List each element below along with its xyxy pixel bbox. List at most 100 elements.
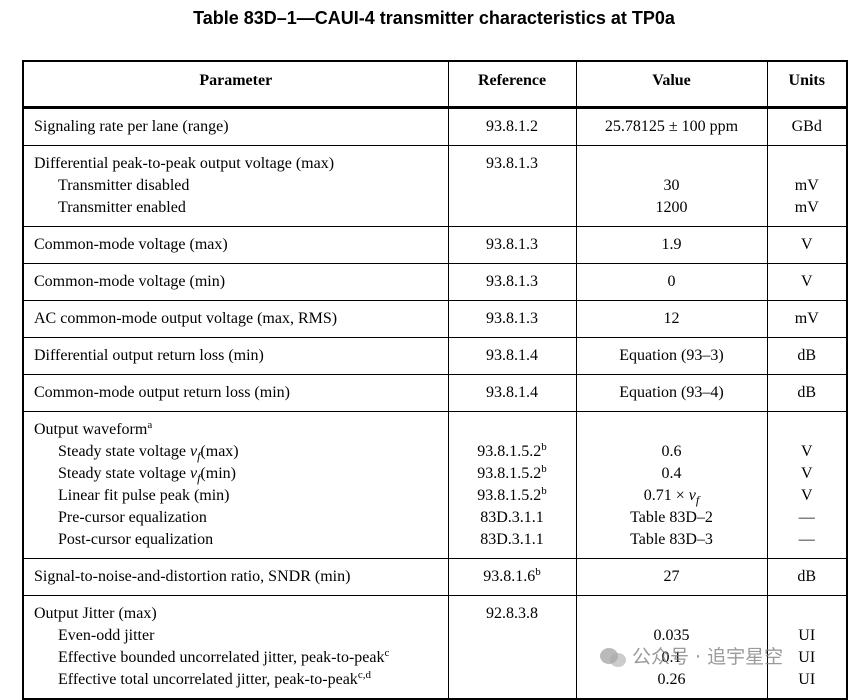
reference-cell: 93.8.1.4 xyxy=(447,337,577,375)
text: (min) xyxy=(200,465,236,482)
variable: v xyxy=(189,443,198,460)
value-line: 0 xyxy=(667,273,676,290)
units-line xyxy=(778,603,837,625)
units-line: dB xyxy=(797,384,817,401)
units-line: V xyxy=(800,465,813,482)
units-line: V xyxy=(800,236,813,253)
text: 93.8.1.5.2 xyxy=(477,487,542,504)
reference-line: 93.8.1.4 xyxy=(486,347,538,364)
reference-line xyxy=(459,419,566,441)
units-cell: V V V — — xyxy=(766,411,848,559)
table-row: Differential output return loss (min) 93.… xyxy=(22,337,848,375)
value-line: 0.035 xyxy=(653,627,690,644)
value-line: 12 xyxy=(663,310,680,327)
parameter-line: AC common-mode output voltage (max, RMS) xyxy=(34,310,338,327)
text: Effective total uncorrelated jitter, pea… xyxy=(58,671,358,688)
parameter-line: Transmitter enabled xyxy=(58,199,186,216)
text: 0.71 × xyxy=(643,487,689,504)
text: 93.8.1.6 xyxy=(483,568,536,585)
header-row: Parameter Reference Value Units xyxy=(22,60,848,109)
units-line: V xyxy=(800,443,813,460)
value-line: 30 xyxy=(663,177,680,194)
parameter-line: Effective bounded uncorrelated jitter, p… xyxy=(34,647,438,669)
parameter-cell: Output waveforma Steady state voltage vf(… xyxy=(22,411,449,559)
reference-line: 93.8.1.5.2b xyxy=(459,463,566,485)
value-cell: 27 xyxy=(575,558,768,596)
units-line: GBd xyxy=(791,118,822,135)
units-line: — xyxy=(798,531,815,548)
units-cell: V xyxy=(766,226,848,264)
value-cell: Equation (93–4) xyxy=(575,374,768,412)
reference-cell: 93.8.1.3 xyxy=(447,145,577,227)
reference-line xyxy=(459,175,566,197)
value-line: 0.6 xyxy=(661,443,682,460)
text: Output waveform xyxy=(34,421,148,438)
parameter-line: Differential output return loss (min) xyxy=(34,347,264,364)
parameter-cell: AC common-mode output voltage (max, RMS) xyxy=(22,300,449,338)
footnote-mark: c,d xyxy=(357,669,371,681)
reference-cell: 93.8.1.3 xyxy=(447,226,577,264)
units-line: UI xyxy=(798,649,816,666)
value-line: Equation (93–3) xyxy=(619,347,724,364)
value-cell: 25.78125 ± 100 ppm xyxy=(575,107,768,146)
value-line: 0.26 xyxy=(657,671,686,688)
text: Effective bounded uncorrelated jitter, p… xyxy=(58,649,385,666)
reference-line: 93.8.1.2 xyxy=(486,118,538,135)
value-line: 1.9 xyxy=(661,236,682,253)
table-row: Differential peak-to-peak output voltage… xyxy=(22,145,848,227)
reference-cell: 93.8.1.6b xyxy=(447,558,577,596)
reference-cell: 93.8.1.4 xyxy=(447,374,577,412)
parameter-line: Signaling rate per lane (range) xyxy=(34,118,229,135)
footnote-mark: b xyxy=(541,485,547,497)
parameter-line: Differential peak-to-peak output voltage… xyxy=(34,155,335,172)
parameter-line: Steady state voltage vf(max) xyxy=(34,441,438,463)
units-cell: mV mV xyxy=(766,145,848,227)
reference-line: 92.8.3.8 xyxy=(486,605,538,622)
parameter-cell: Common-mode output return loss (min) xyxy=(22,374,449,412)
parameter-line: Transmitter disabled xyxy=(58,177,190,194)
reference-line: 83D.3.1.1 xyxy=(480,509,544,526)
value-line: Equation (93–4) xyxy=(619,384,724,401)
value-line: 1200 xyxy=(655,199,688,216)
value-line: Table 83D–3 xyxy=(630,531,713,548)
subscript: f xyxy=(695,493,700,507)
parameter-line: Post-cursor equalization xyxy=(58,531,214,548)
reference-line: 93.8.1.6b xyxy=(459,566,566,588)
parameter-cell: Output Jitter (max) Even-odd jitter Effect… xyxy=(22,595,449,700)
reference-cell: 93.8.1.3 xyxy=(447,300,577,338)
footnote-mark: b xyxy=(541,463,547,475)
units-line: mV xyxy=(794,177,819,194)
table-row: Output Jitter (max) Even-odd jitter Effect… xyxy=(22,595,848,700)
footnote-mark: b xyxy=(535,566,541,578)
units-line xyxy=(778,153,837,175)
units-cell: dB xyxy=(766,337,848,375)
footnote-mark: a xyxy=(147,419,153,431)
value-cell: 30 1200 xyxy=(575,145,768,227)
units-cell: dB xyxy=(766,558,848,596)
parameter-line: Pre-cursor equalization xyxy=(58,509,207,526)
parameter-line: Output waveforma xyxy=(34,419,438,441)
parameter-cell: Common-mode voltage (min) xyxy=(22,263,449,301)
footnote-mark: b xyxy=(541,441,547,453)
subscript: f xyxy=(197,471,201,485)
units-line: mV xyxy=(794,310,819,327)
variable: v xyxy=(688,487,696,504)
parameter-cell: Differential output return loss (min) xyxy=(22,337,449,375)
table-row: Output waveforma Steady state voltage vf(… xyxy=(22,411,848,559)
table-row: Signaling rate per lane (range) 93.8.1.2 2… xyxy=(22,107,848,146)
parameter-line: Common-mode voltage (max) xyxy=(34,236,228,253)
units-line: dB xyxy=(797,347,817,364)
reference-line xyxy=(459,197,566,219)
parameter-cell: Signal-to-noise-and-distortion ratio, SN… xyxy=(22,558,449,596)
parameter-line: Signal-to-noise-and-distortion ratio, SN… xyxy=(34,568,351,585)
value-line: 27 xyxy=(663,568,680,585)
units-line xyxy=(778,419,837,441)
reference-line xyxy=(459,647,566,669)
units-line: — xyxy=(798,509,815,526)
table: Parameter Reference Value Units Signaling r… xyxy=(22,60,848,700)
parameter-line: Output Jitter (max) xyxy=(34,605,157,622)
value-cell: 12 xyxy=(575,300,768,338)
reference-cell: 93.8.1.5.2b 93.8.1.5.2b 93.8.1.5.2b 83D.3.1… xyxy=(447,411,577,559)
value-line: 0.4 xyxy=(661,465,682,482)
